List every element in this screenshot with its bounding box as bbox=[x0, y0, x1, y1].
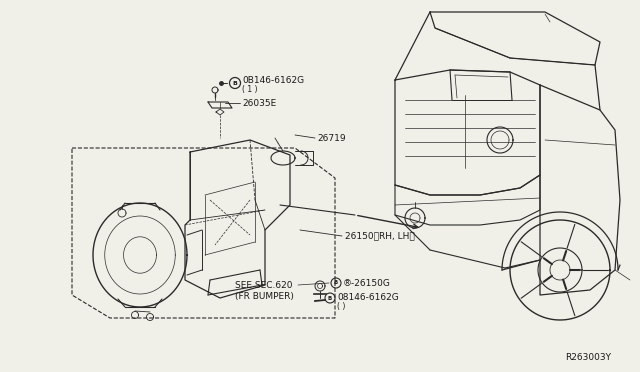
Text: 26150〈RH, LH〉: 26150〈RH, LH〉 bbox=[345, 231, 415, 241]
Text: ®-26150G: ®-26150G bbox=[343, 279, 391, 288]
Text: 26035E: 26035E bbox=[242, 99, 276, 108]
Text: ( 1 ): ( 1 ) bbox=[242, 84, 257, 93]
Text: (FR BUMPER): (FR BUMPER) bbox=[235, 292, 294, 301]
Text: B: B bbox=[232, 80, 237, 86]
Text: B: B bbox=[328, 295, 332, 301]
Text: 0B146-6162G: 0B146-6162G bbox=[242, 76, 304, 84]
Text: 08146-6162G: 08146-6162G bbox=[337, 294, 399, 302]
Text: 26719: 26719 bbox=[317, 134, 346, 142]
Text: B: B bbox=[334, 280, 338, 285]
Text: ( ): ( ) bbox=[337, 302, 346, 311]
Text: R263003Y: R263003Y bbox=[565, 353, 611, 362]
Text: SEE SEC.620: SEE SEC.620 bbox=[235, 280, 292, 289]
